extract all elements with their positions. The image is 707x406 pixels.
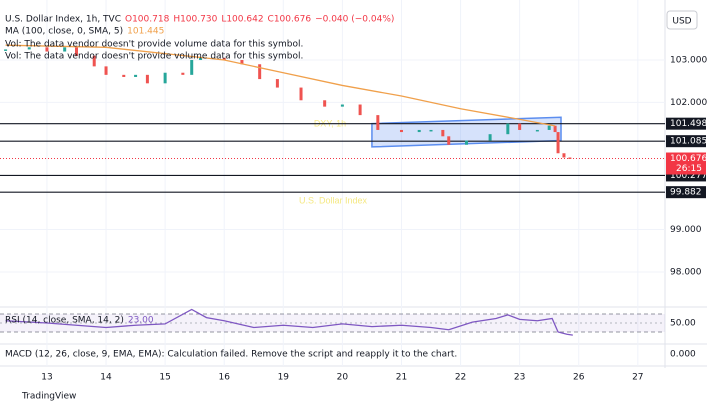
x-tick-label: 21 xyxy=(396,373,407,383)
rsi-value: 23.00 xyxy=(128,316,154,326)
candle xyxy=(258,64,262,80)
candle xyxy=(323,100,327,107)
candle xyxy=(240,60,244,65)
candle xyxy=(447,136,451,145)
y-tick-label: 99.000 xyxy=(670,225,702,235)
y-tick-label: 50.00 xyxy=(670,319,696,329)
candle xyxy=(340,104,344,107)
x-tick-label: 26 xyxy=(573,373,585,383)
candle xyxy=(488,134,492,141)
candle xyxy=(63,47,67,52)
candle xyxy=(556,132,560,154)
legend-ma: MA (100, close, 0, SMA, 5) xyxy=(5,27,123,37)
header-title: U.S. Dollar Index, 1h, TVC xyxy=(5,15,121,25)
y-tick-label: 98.000 xyxy=(670,267,702,277)
candle xyxy=(122,74,126,77)
candle xyxy=(568,157,572,159)
candle xyxy=(358,104,362,116)
rsi-title: RSI (14, close, SMA, 14, 2) xyxy=(5,316,124,326)
level-label: 101.498 xyxy=(670,119,707,129)
candle xyxy=(417,129,421,133)
level-label-box xyxy=(666,186,706,199)
y-tick-label: 102.000 xyxy=(670,98,707,108)
candle xyxy=(92,55,96,67)
candle xyxy=(27,47,31,50)
candle xyxy=(45,47,49,52)
x-tick-label: 16 xyxy=(218,373,230,383)
currency-box[interactable] xyxy=(666,10,698,30)
volume-note: Vol: The data vendor doesn't provide vol… xyxy=(5,52,303,62)
candle xyxy=(4,49,8,51)
header-low: L100.642 xyxy=(221,15,263,25)
series-line xyxy=(5,308,573,336)
candle xyxy=(441,129,445,137)
channel xyxy=(371,116,562,148)
level-label: 100.277 xyxy=(670,171,707,181)
x-tick-label: 13 xyxy=(41,373,52,383)
candle xyxy=(376,115,380,130)
candle xyxy=(104,66,108,75)
series-line xyxy=(5,44,556,127)
x-tick-label: 19 xyxy=(278,373,290,383)
level-label-box xyxy=(666,135,706,148)
macd-title: MACD (12, 26, close, 9, EMA, EMA): Calcu… xyxy=(5,350,457,360)
candle xyxy=(299,87,303,101)
x-tick-label: 14 xyxy=(100,373,112,383)
x-tick-label: 22 xyxy=(455,373,466,383)
x-tick-label: 15 xyxy=(159,373,170,383)
level-label: 101.085 xyxy=(670,137,707,147)
candle xyxy=(429,129,433,132)
candle xyxy=(553,125,557,133)
candle xyxy=(562,153,566,158)
header-close: C100.676 xyxy=(268,15,312,25)
candle xyxy=(399,129,403,133)
rsi-band-fill xyxy=(0,313,665,333)
footer-logo: TradingView xyxy=(21,392,76,402)
countdown: 26:15 xyxy=(676,164,702,174)
y-tick-label: 0.000 xyxy=(670,350,696,360)
last-price-label: 100.676 xyxy=(670,154,707,164)
last-price-box xyxy=(666,152,706,175)
level-label-box xyxy=(666,117,706,130)
level-label: 99.882 xyxy=(670,188,702,198)
candle xyxy=(190,60,194,75)
x-tick-label: 27 xyxy=(632,373,643,383)
watermark-name: U.S. Dollar Index xyxy=(299,195,368,205)
header-high: H100.730 xyxy=(173,15,217,25)
candle xyxy=(163,72,167,84)
currency[interactable]: USD xyxy=(672,17,691,27)
candle xyxy=(518,123,522,130)
candle xyxy=(199,57,203,61)
y-tick-label: 103.000 xyxy=(670,56,707,66)
plot-layer: 13 14 15 16 19 20 21 22 23 26 27 103.000 102.000 99.0… xyxy=(0,0,707,383)
candle xyxy=(464,140,468,145)
candle xyxy=(222,57,226,61)
candle xyxy=(535,129,539,132)
x-tick-label: 23 xyxy=(514,373,525,383)
candle xyxy=(275,79,279,88)
candle xyxy=(181,72,185,75)
volume-note: Vol: The data vendor doesn't provide vol… xyxy=(5,40,303,50)
header-change: −0.040 (−0.04%) xyxy=(315,15,394,25)
header-open: O100.718 xyxy=(125,15,170,25)
candle xyxy=(74,47,78,56)
candle xyxy=(506,123,510,135)
legend-ma-value: 101.445 xyxy=(127,27,164,37)
candle xyxy=(134,74,138,77)
candle xyxy=(145,74,149,84)
x-tick-label: 20 xyxy=(337,373,349,383)
candle xyxy=(547,125,551,130)
